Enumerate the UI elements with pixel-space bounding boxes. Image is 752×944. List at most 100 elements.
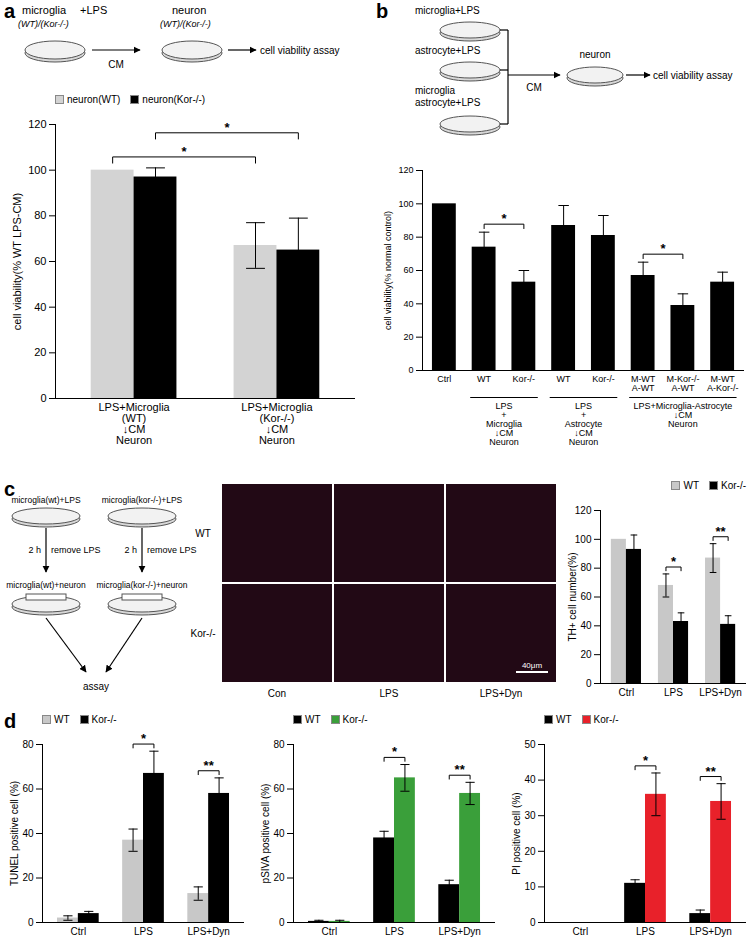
svg-text:microglia(wt)+LPS: microglia(wt)+LPS bbox=[11, 495, 81, 505]
svg-text:+LPS: +LPS bbox=[80, 4, 107, 16]
svg-text:CM: CM bbox=[108, 59, 124, 70]
svg-text:40: 40 bbox=[524, 774, 536, 785]
svg-text:c: c bbox=[4, 478, 15, 500]
svg-text:cell viability assay: cell viability assay bbox=[260, 45, 339, 56]
svg-text:50: 50 bbox=[524, 739, 536, 750]
svg-text:0: 0 bbox=[40, 392, 46, 404]
svg-text:LPS: LPS bbox=[134, 926, 153, 937]
svg-text:microglia: microglia bbox=[22, 4, 67, 16]
svg-text:40: 40 bbox=[580, 620, 592, 631]
svg-text:60: 60 bbox=[22, 783, 34, 794]
svg-text:LPS: LPS bbox=[636, 926, 655, 937]
svg-text:LPS+Microglia(Kor-/-)↓CMNeuron: LPS+Microglia(Kor-/-)↓CMNeuron bbox=[241, 401, 313, 446]
svg-text:neuron: neuron bbox=[172, 4, 206, 16]
svg-text:0: 0 bbox=[28, 917, 34, 928]
svg-text:**: ** bbox=[204, 758, 215, 773]
svg-text:40μm: 40μm bbox=[522, 661, 543, 670]
svg-text:Kor-/-: Kor-/- bbox=[592, 374, 615, 384]
svg-text:Ctrl: Ctrl bbox=[573, 926, 589, 937]
svg-text:LPS+Dyn: LPS+Dyn bbox=[480, 688, 523, 699]
svg-text:LPS+Dyn: LPS+Dyn bbox=[438, 926, 481, 937]
svg-text:Con: Con bbox=[268, 688, 286, 699]
svg-text:60: 60 bbox=[403, 265, 413, 275]
svg-text:LPS: LPS bbox=[380, 688, 399, 699]
svg-text:cell viability(% normal contro: cell viability(% normal control) bbox=[383, 211, 393, 330]
svg-text:120: 120 bbox=[398, 165, 413, 175]
svg-text:microglia(kor-/-)+neuron: microglia(kor-/-)+neuron bbox=[97, 580, 188, 590]
svg-text:*: * bbox=[671, 554, 677, 569]
svg-text:LPS+Dyn: LPS+Dyn bbox=[187, 926, 230, 937]
svg-text:20: 20 bbox=[580, 649, 592, 660]
svg-text:40: 40 bbox=[403, 299, 413, 309]
svg-text:Kor-/-: Kor-/- bbox=[191, 628, 216, 639]
svg-text:60: 60 bbox=[273, 783, 285, 794]
svg-text:2 h: 2 h bbox=[124, 545, 137, 555]
svg-text:Ctrl: Ctrl bbox=[437, 374, 451, 384]
svg-text:TH+ cell number(%): TH+ cell number(%) bbox=[567, 552, 578, 641]
svg-text:80: 80 bbox=[273, 739, 285, 750]
svg-text:120: 120 bbox=[575, 505, 592, 516]
svg-text:80: 80 bbox=[34, 209, 46, 221]
svg-text:WT: WT bbox=[557, 374, 571, 384]
svg-text:80: 80 bbox=[403, 232, 413, 242]
svg-text:Ctrl: Ctrl bbox=[322, 926, 338, 937]
svg-text:LPS+Microglia↓CMNeuron: LPS+Microglia↓CMNeuron bbox=[486, 401, 522, 447]
svg-text:astrocyte+LPS: astrocyte+LPS bbox=[415, 45, 481, 56]
svg-text:a: a bbox=[4, 0, 16, 22]
svg-text:WT: WT bbox=[477, 374, 491, 384]
svg-text:microglia+LPS: microglia+LPS bbox=[415, 5, 480, 16]
svg-text:**: ** bbox=[455, 762, 466, 777]
svg-text:M-WTA-WT: M-WTA-WT bbox=[631, 374, 656, 393]
svg-text:CM: CM bbox=[526, 82, 542, 93]
svg-text:microglia(wt)+neuron: microglia(wt)+neuron bbox=[6, 580, 86, 590]
svg-text:100: 100 bbox=[575, 534, 592, 545]
svg-text:30: 30 bbox=[524, 810, 536, 821]
svg-text:0: 0 bbox=[408, 365, 413, 375]
svg-text:0: 0 bbox=[279, 917, 285, 928]
svg-text:Kor-/-: Kor-/- bbox=[513, 374, 536, 384]
svg-text:**: ** bbox=[706, 764, 717, 779]
svg-text:(WT)/(Kor-/-): (WT)/(Kor-/-) bbox=[18, 19, 69, 29]
svg-text:remove LPS: remove LPS bbox=[147, 545, 197, 555]
svg-text:cell viability assay: cell viability assay bbox=[653, 70, 732, 81]
svg-text:LPS+Microglia-Astrocyte↓CMNeur: LPS+Microglia-Astrocyte↓CMNeuron bbox=[633, 401, 732, 429]
svg-text:LPS+Dyn: LPS+Dyn bbox=[689, 926, 732, 937]
svg-text:LPS: LPS bbox=[385, 926, 404, 937]
svg-text:b: b bbox=[376, 0, 388, 22]
svg-text:PI positive cell (%): PI positive cell (%) bbox=[511, 792, 522, 874]
svg-text:Ctrl: Ctrl bbox=[619, 687, 635, 698]
svg-text:120: 120 bbox=[28, 118, 46, 130]
svg-text:*: * bbox=[501, 211, 507, 226]
svg-text:LPS: LPS bbox=[664, 687, 683, 698]
svg-text:Ctrl: Ctrl bbox=[71, 926, 87, 937]
svg-text:LPS+Dyn: LPS+Dyn bbox=[699, 687, 742, 698]
svg-text:**: ** bbox=[716, 524, 727, 539]
svg-text:100: 100 bbox=[28, 164, 46, 176]
svg-text:20: 20 bbox=[22, 872, 34, 883]
svg-text:neuron: neuron bbox=[579, 49, 610, 60]
svg-text:*: * bbox=[182, 144, 188, 159]
svg-text:60: 60 bbox=[34, 255, 46, 267]
svg-text:*: * bbox=[141, 731, 147, 746]
svg-text:*: * bbox=[392, 744, 398, 759]
svg-text:20: 20 bbox=[273, 872, 285, 883]
svg-text:40: 40 bbox=[22, 828, 34, 839]
svg-text:40: 40 bbox=[273, 828, 285, 839]
svg-text:80: 80 bbox=[22, 739, 34, 750]
svg-text:cell viability(% WT LPS-CM): cell viability(% WT LPS-CM) bbox=[11, 193, 23, 330]
svg-text:LPS+Microglia(WT)↓CMNeuron: LPS+Microglia(WT)↓CMNeuron bbox=[98, 401, 170, 446]
svg-text:*: * bbox=[660, 241, 666, 256]
svg-text:TUNEL positive cell (%): TUNEL positive cell (%) bbox=[9, 781, 20, 886]
svg-text:microglia(kor-/-)+LPS: microglia(kor-/-)+LPS bbox=[102, 495, 183, 505]
svg-text:remove LPS: remove LPS bbox=[51, 545, 101, 555]
svg-text:20: 20 bbox=[34, 346, 46, 358]
svg-text:microgliaastrocyte+LPS: microgliaastrocyte+LPS bbox=[415, 85, 481, 108]
svg-text:pSIVA positive cell (%): pSIVA positive cell (%) bbox=[260, 784, 271, 884]
svg-text:100: 100 bbox=[398, 199, 413, 209]
svg-text:LPS+Astrocyte↓CMNeuron: LPS+Astrocyte↓CMNeuron bbox=[565, 401, 603, 447]
svg-text:0: 0 bbox=[530, 917, 536, 928]
svg-text:assay: assay bbox=[83, 681, 109, 692]
svg-text:20: 20 bbox=[403, 332, 413, 342]
svg-text:2 h: 2 h bbox=[28, 545, 41, 555]
svg-text:(WT)/(Kor-/-): (WT)/(Kor-/-) bbox=[160, 19, 211, 29]
